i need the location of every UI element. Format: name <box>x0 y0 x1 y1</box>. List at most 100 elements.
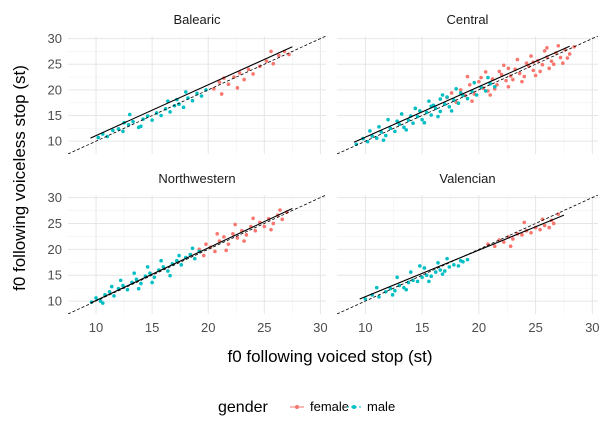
data-point-female <box>212 87 216 91</box>
data-point-male <box>393 288 397 293</box>
plot-area <box>68 36 326 154</box>
data-point-female <box>269 227 273 232</box>
data-point-male <box>159 258 163 263</box>
data-point-male <box>427 279 431 284</box>
data-point-female <box>213 249 217 254</box>
data-point-female <box>551 62 556 67</box>
data-point-female <box>561 61 565 65</box>
data-point-female <box>567 52 572 56</box>
legend: gender female male <box>218 399 395 416</box>
data-point-female <box>278 208 282 212</box>
data-point-male <box>440 272 445 276</box>
data-point-female <box>449 91 454 95</box>
data-point-female <box>483 70 488 74</box>
data-point-male <box>397 283 402 288</box>
data-point-male <box>150 118 154 122</box>
legend-key-point <box>352 405 356 409</box>
data-point-male <box>411 121 415 126</box>
data-point-male <box>139 281 143 286</box>
data-point-male <box>406 280 411 285</box>
data-point-male <box>472 80 477 85</box>
plot-area <box>337 36 598 154</box>
data-point-male <box>445 256 449 261</box>
data-point-male <box>121 283 125 288</box>
data-point-male <box>427 99 431 103</box>
data-point-female <box>226 242 231 246</box>
data-point-male <box>172 103 177 108</box>
data-point-male <box>179 263 184 267</box>
data-point-male <box>420 275 424 280</box>
data-point-male <box>429 113 433 117</box>
legend-entry-female: female <box>290 399 349 414</box>
data-point-male <box>381 138 386 142</box>
data-point-male <box>121 129 125 134</box>
data-point-male <box>368 129 372 133</box>
data-point-female <box>219 92 224 96</box>
data-point-male <box>397 122 402 127</box>
data-point-female <box>517 71 522 76</box>
x-tick-label: 25 <box>528 320 542 335</box>
data-point-male <box>438 268 443 272</box>
data-point-male <box>134 277 139 282</box>
data-point-female <box>545 46 549 50</box>
data-point-female <box>533 73 538 78</box>
x-tick-label: 20 <box>472 320 486 335</box>
data-point-male <box>377 295 381 299</box>
data-point-male <box>415 114 420 119</box>
data-point-female <box>511 237 515 241</box>
x-axis-title: f0 following voiced stop (st) <box>227 347 432 366</box>
data-point-male <box>411 278 415 283</box>
data-point-female <box>520 79 524 84</box>
legend-key-point <box>295 405 299 409</box>
y-tick-label: 15 <box>48 108 62 123</box>
data-point-male <box>422 120 427 125</box>
data-point-male <box>166 99 170 103</box>
y-axis-title: f0 following voiceless stop (st) <box>10 65 29 291</box>
y-tick-label: 10 <box>48 294 62 309</box>
data-point-female <box>479 75 483 80</box>
data-point-female <box>542 49 547 53</box>
data-point-male <box>452 263 456 267</box>
plot-area <box>68 195 326 314</box>
data-point-male <box>383 133 388 138</box>
data-point-female <box>217 80 222 84</box>
regression-line <box>90 46 293 139</box>
data-point-male <box>395 275 399 280</box>
identity-line <box>68 195 326 314</box>
data-point-male <box>404 128 409 132</box>
data-point-male <box>456 264 461 268</box>
data-point-female <box>222 235 226 239</box>
x-tick-label: 25 <box>257 320 271 335</box>
data-point-male <box>438 109 443 114</box>
data-point-male <box>94 296 98 300</box>
data-point-male <box>483 89 488 93</box>
data-point-male <box>424 273 429 277</box>
data-point-male <box>136 286 141 291</box>
data-point-male <box>370 134 374 138</box>
data-point-male <box>131 119 135 124</box>
data-point-female <box>549 59 554 63</box>
data-point-female <box>224 248 228 253</box>
data-point-male <box>111 128 115 133</box>
data-point-female <box>458 88 463 92</box>
x-tick-label: 10 <box>358 320 372 335</box>
data-point-female <box>465 74 470 79</box>
data-point-female <box>470 99 474 103</box>
data-point-male <box>443 102 447 107</box>
data-point-male <box>363 297 368 301</box>
regression-line <box>90 207 293 304</box>
data-point-male <box>388 286 393 291</box>
data-point-male <box>447 265 452 269</box>
data-point-male <box>418 264 422 268</box>
legend-label: male <box>367 399 395 414</box>
data-point-male <box>445 95 449 99</box>
data-point-male <box>145 114 150 118</box>
facet-panel-central: Central <box>337 12 598 154</box>
data-point-male <box>192 256 197 261</box>
x-tick-label: 15 <box>415 320 429 335</box>
data-point-female <box>522 74 527 79</box>
data-point-male <box>161 265 166 269</box>
data-point-female <box>531 68 536 73</box>
data-point-female <box>515 57 520 62</box>
axes: 10 15 20 25 30 10 15 20 25 30 10 15 20 25 30 10 15 20 25 30 <box>48 31 600 335</box>
